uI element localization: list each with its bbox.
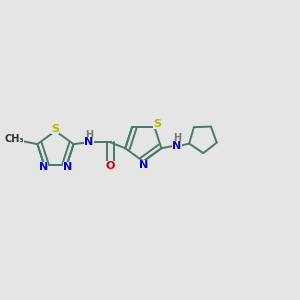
- Text: N: N: [85, 137, 94, 147]
- Text: O: O: [106, 160, 115, 170]
- Text: CH₃: CH₃: [4, 134, 24, 144]
- Text: N: N: [39, 162, 48, 172]
- Text: S: S: [153, 119, 161, 129]
- Text: N: N: [139, 160, 148, 170]
- Text: H: H: [85, 130, 93, 140]
- Text: N: N: [63, 162, 72, 172]
- Text: N: N: [172, 140, 182, 151]
- Text: S: S: [52, 124, 59, 134]
- Text: H: H: [173, 133, 181, 143]
